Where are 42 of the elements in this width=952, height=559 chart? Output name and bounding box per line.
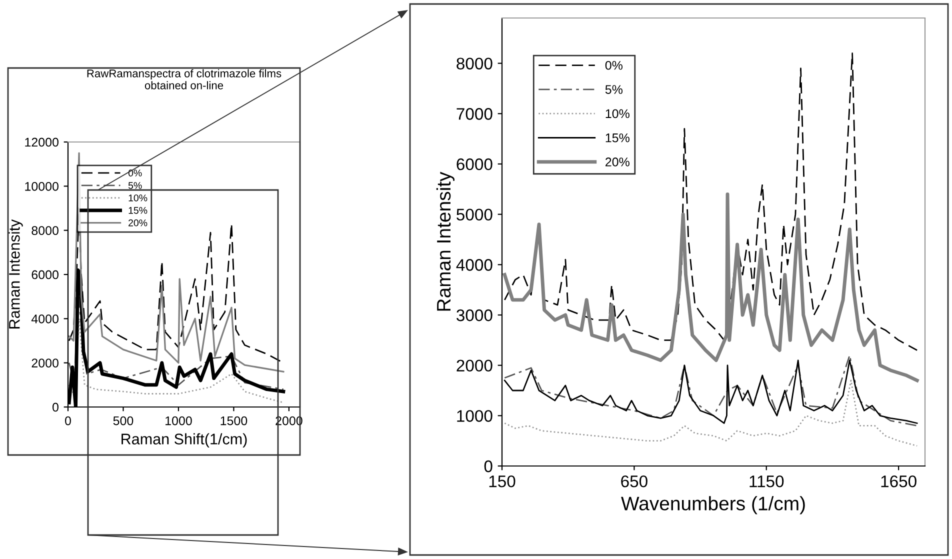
y-tick-label: 3000 <box>456 309 492 322</box>
y-axis-title: Raman Intensity <box>436 172 455 311</box>
y-tick-label: 4000 <box>31 314 58 324</box>
y-tick-label: 0 <box>484 460 492 472</box>
y-tick-label: 6000 <box>32 270 58 280</box>
y-tick-label: 5000 <box>456 208 492 221</box>
y-tick-label: 2000 <box>456 360 492 372</box>
chart-title: RawRamanspectra of clotrimazole films obtained on-line <box>87 69 282 90</box>
x-tick-label: 1150 <box>750 475 784 488</box>
x-tick-label: 150 <box>489 475 516 488</box>
y-axis-title: Raman Intensity <box>8 219 23 328</box>
line-series <box>68 152 284 372</box>
legend-label: 10% <box>606 109 630 118</box>
y-tick-label: 4000 <box>456 259 492 271</box>
x-tick-label: 1650 <box>881 475 916 488</box>
legend-label: 5% <box>605 85 622 94</box>
line-series <box>502 192 919 382</box>
y-tick-label: 0 <box>52 402 58 412</box>
y-tick-label: 2000 <box>32 358 58 368</box>
legend-label: 10% <box>128 194 148 202</box>
x-axis-title: Raman Shift(1/cm) <box>122 433 247 448</box>
y-tick-label: 7000 <box>456 108 492 120</box>
y-tick-label: 8000 <box>456 58 492 70</box>
x-tick-label: 1000 <box>166 416 192 426</box>
y-tick-label: 8000 <box>32 226 58 235</box>
x-tick-label: 500 <box>113 416 134 426</box>
legend-label: 20% <box>606 158 630 166</box>
legend-label: 0% <box>128 170 142 176</box>
x-axis-title: Wavenumbers (1/cm) <box>621 496 805 514</box>
legend-label: 15% <box>606 133 630 142</box>
legend-label: 20% <box>128 219 148 226</box>
line-series <box>504 380 918 447</box>
line-series <box>68 318 284 404</box>
y-tick-label: 12000 <box>25 138 58 147</box>
legend-label: 15% <box>128 206 148 214</box>
legend-label: 5% <box>128 182 142 189</box>
x-tick-label: 0 <box>65 416 71 426</box>
y-tick-label: 6000 <box>456 158 492 170</box>
x-tick-label: 650 <box>621 475 648 488</box>
legend-label: 0% <box>605 60 622 70</box>
x-tick-label: 1500 <box>220 416 248 426</box>
y-tick-label: 10000 <box>25 182 58 191</box>
